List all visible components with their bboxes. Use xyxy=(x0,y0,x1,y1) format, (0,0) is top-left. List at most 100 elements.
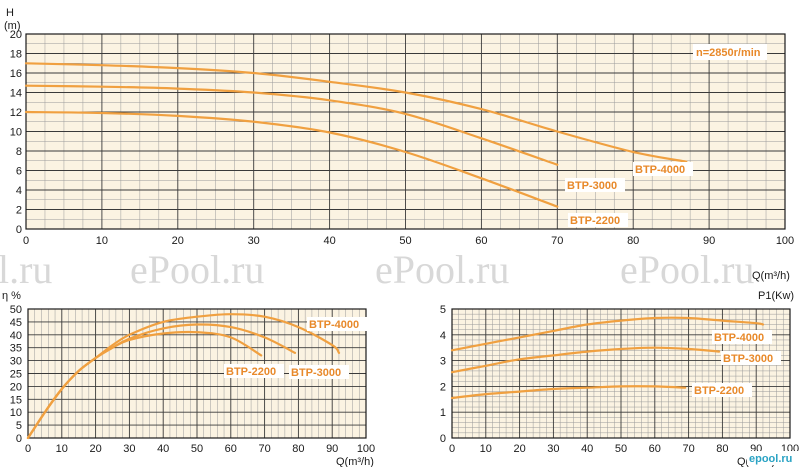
x-tick-label: 50 xyxy=(615,443,627,455)
y-tick-label: 10 xyxy=(10,127,22,139)
series-label-btp-3000: BTP-3000 xyxy=(291,367,341,379)
series-label-bg xyxy=(565,178,625,192)
y-tick-label: 4 xyxy=(16,185,22,197)
x-tick-label: 20 xyxy=(172,235,184,247)
y-tick-label: 40 xyxy=(10,330,22,342)
x-tick-label: 80 xyxy=(716,443,728,455)
chart-efficiency: 0 10 20 30 40 50 60 70 80 90 100051015202530354045… xyxy=(2,290,375,467)
series-label-bg xyxy=(712,330,772,344)
y-axis-label: η % xyxy=(2,290,21,302)
y-tick-label: 0 xyxy=(16,224,22,236)
series-line-btp-3000 xyxy=(450,346,721,374)
y-axis-label: H xyxy=(6,7,14,19)
watermark-logo-text: epool.ru xyxy=(749,453,792,465)
x-tick-label: 70 xyxy=(258,443,270,455)
y-tick-label: 5 xyxy=(440,304,446,316)
x-tick-label: 0 xyxy=(23,235,29,247)
x-tick-label: 10 xyxy=(480,443,492,455)
y-tick-label: 25 xyxy=(10,369,22,381)
series-line-btp-2200 xyxy=(24,110,559,208)
x-tick-label: 10 xyxy=(96,235,108,247)
x-tick-label: 0 xyxy=(449,443,455,455)
x-tick-label: 30 xyxy=(547,443,559,455)
series-label-btp-4000: BTP-4000 xyxy=(714,332,764,344)
chart-power: 0102030405060708090100012345P1(Kw)Q(m³/h… xyxy=(440,290,799,467)
y-tick-label: 8 xyxy=(16,146,22,158)
x-tick-label: 30 xyxy=(248,235,260,247)
series-line-btp-2200 xyxy=(26,330,263,440)
y-tick-label: 18 xyxy=(10,49,22,61)
y-tick-label: 4 xyxy=(440,330,446,342)
x-tick-label: 90 xyxy=(703,235,715,247)
series-label-bg xyxy=(289,365,349,379)
y-tick-label: 0 xyxy=(440,433,446,445)
y-tick-label: 6 xyxy=(16,166,22,178)
annotation-box xyxy=(693,44,767,60)
series-line-btp-2200 xyxy=(450,385,687,400)
y-tick-label: 50 xyxy=(10,304,22,316)
x-tick-label: 50 xyxy=(399,235,411,247)
x-tick-label: 70 xyxy=(682,443,694,455)
x-tick-label: 20 xyxy=(513,443,525,455)
series-label-btp-3000: BTP-3000 xyxy=(723,353,773,365)
watermark-logo: epool.ru xyxy=(747,451,799,465)
watermark: ePool.ru xyxy=(130,247,264,292)
series-label-bg xyxy=(692,383,752,397)
y-axis-unit: (m) xyxy=(4,20,21,32)
x-tick-label: 80 xyxy=(627,235,639,247)
x-tick-label: 40 xyxy=(323,235,335,247)
chart-head: 0 10 20 30 40 50 60 70 80 90 100 0 2 4 6 8 10 12 14 16 18 20 H… xyxy=(4,7,794,282)
y-tick-label: 45 xyxy=(10,317,22,329)
y-tick-label: 35 xyxy=(10,343,22,355)
x-tick-label: 80 xyxy=(292,443,304,455)
y-tick-label: 2 xyxy=(440,381,446,393)
y-tick-label: 0 xyxy=(16,433,22,445)
y-tick-label: 12 xyxy=(10,107,22,119)
series-line-btp-3000 xyxy=(24,84,559,166)
x-tick-label: 50 xyxy=(191,443,203,455)
y-tick-label: 30 xyxy=(10,356,22,368)
x-tick-label: 100 xyxy=(776,235,794,247)
series-label-bg xyxy=(307,317,367,331)
x-tick-label: 60 xyxy=(649,443,661,455)
watermark: ePool.ru xyxy=(375,247,509,292)
speed-annotation: n=2850r/min xyxy=(696,47,761,59)
x-tick-label: 70 xyxy=(551,235,563,247)
plot-frame xyxy=(451,308,791,439)
x-tick-label: 20 xyxy=(89,443,101,455)
y-tick-label: 10 xyxy=(10,407,22,419)
x-tick-label: 60 xyxy=(475,235,487,247)
series-label-bg xyxy=(633,162,693,176)
x-axis-label: Q(m³/h) xyxy=(752,270,790,282)
x-tick-label: 40 xyxy=(581,443,593,455)
y-tick-label: 14 xyxy=(10,88,22,100)
series-label-btp-3000: BTP-3000 xyxy=(567,180,617,192)
y-tick-label: 15 xyxy=(10,394,22,406)
y-tick-label: 5 xyxy=(16,420,22,432)
y-tick-label: 2 xyxy=(16,205,22,217)
y-tick-label: 20 xyxy=(10,381,22,393)
series-label-bg xyxy=(568,213,628,227)
series-line-btp-4000 xyxy=(24,62,688,163)
series-label-btp-4000: BTP-4000 xyxy=(309,319,359,331)
x-tick-label: 0 xyxy=(25,443,31,455)
series-label-bg xyxy=(721,351,781,365)
y-tick-label: 16 xyxy=(10,68,22,80)
y-tick-label: 20 xyxy=(10,29,22,41)
x-tick-label: 100 xyxy=(357,443,375,455)
series-label-btp-2200: BTP-2200 xyxy=(570,215,620,227)
y-tick-label: 1 xyxy=(440,407,446,419)
x-tick-label: 40 xyxy=(157,443,169,455)
series-label-btp-2200: BTP-2200 xyxy=(226,366,276,378)
y-axis-label: P1(Kw) xyxy=(758,290,794,302)
x-tick-label: 10 xyxy=(56,443,68,455)
watermark-layer: l.ru ePool.ru ePool.ru ePool.ru xyxy=(0,247,754,292)
series-label-btp-4000: BTP-4000 xyxy=(635,164,685,176)
series-label-btp-2200: BTP-2200 xyxy=(694,385,744,397)
x-tick-label: 30 xyxy=(123,443,135,455)
plot-frame xyxy=(25,33,786,230)
x-axis-label: Q(m³/h) xyxy=(336,456,374,467)
watermark-partial: l.ru xyxy=(0,247,52,292)
series-line-btp-4000 xyxy=(450,316,765,352)
